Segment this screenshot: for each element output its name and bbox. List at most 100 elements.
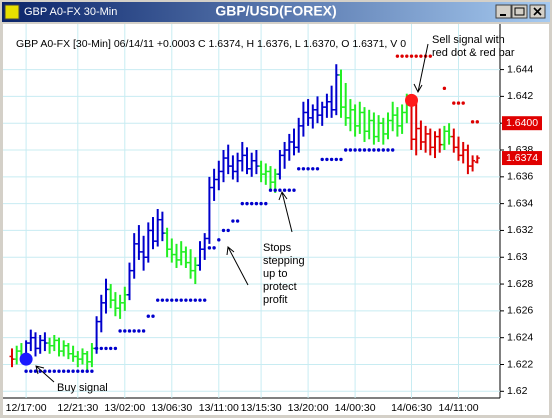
stop-dot xyxy=(405,54,409,58)
stop-dot xyxy=(141,329,146,333)
stop-dot xyxy=(165,298,169,302)
y-tick-label: 1.62 xyxy=(507,385,528,397)
stop-dot xyxy=(245,201,249,206)
stop-dot xyxy=(146,314,150,318)
stop-dot xyxy=(254,201,259,206)
stop-dot xyxy=(264,201,268,206)
y-tick-label: 1.642 xyxy=(507,90,533,102)
price-tag xyxy=(502,151,542,166)
x-tick-label: 12/21:30 xyxy=(57,402,98,414)
stop-dot xyxy=(250,201,254,206)
stop-dot xyxy=(203,298,207,302)
stop-dot xyxy=(282,188,287,192)
stop-dot xyxy=(109,346,113,351)
window-icon xyxy=(4,4,20,20)
stop-dot xyxy=(292,188,296,192)
stop-dot xyxy=(452,101,456,105)
stop-dot xyxy=(400,54,404,58)
stop-dot xyxy=(395,54,400,58)
stop-dot xyxy=(217,238,221,242)
annotation: Sell signal with xyxy=(432,34,505,46)
stops-arrow-1 xyxy=(278,190,293,233)
stop-dot xyxy=(386,148,390,152)
stop-dot xyxy=(104,346,108,351)
x-tick-label: 13/02:00 xyxy=(104,402,145,414)
y-tick-label: 1.622 xyxy=(507,358,533,370)
stop-dot xyxy=(127,329,132,333)
stop-dot xyxy=(170,298,174,302)
stop-dot xyxy=(198,298,202,302)
stop-dot xyxy=(348,148,353,152)
stop-dot xyxy=(381,148,385,152)
window-title: GBP A0-FX 30-Min xyxy=(24,6,117,18)
annotation: profit xyxy=(263,294,287,306)
stop-dot xyxy=(419,54,423,58)
grid: 1.62 1.622 1.624 1.626 1.628 1.63 1.632 1.634 1.… xyxy=(3,24,533,414)
stop-dot xyxy=(207,246,212,250)
stop-dot xyxy=(174,298,179,302)
stop-dot xyxy=(339,157,343,162)
info-line: GBP A0-FX [30-Min] 06/14/11 +0.0003 C 1.… xyxy=(16,38,406,50)
stop-dot xyxy=(268,188,273,192)
stop-dot xyxy=(362,148,367,152)
stop-dot xyxy=(344,148,348,152)
stop-dot xyxy=(193,298,197,302)
stop-dot xyxy=(184,298,188,302)
stop-dot xyxy=(62,369,66,373)
stop-dot xyxy=(156,298,160,302)
y-tick-label: 1.63 xyxy=(507,251,528,263)
stop-dot xyxy=(80,369,85,373)
annotation: Stops xyxy=(263,242,292,254)
close-icon xyxy=(533,7,542,16)
x-tick-label: 13/06:30 xyxy=(151,402,192,414)
x-tick-label: 13/11:00 xyxy=(199,402,239,414)
stop-dot xyxy=(94,346,99,351)
stop-dot xyxy=(43,369,47,373)
y-tick-label: 1.636 xyxy=(507,171,533,183)
stop-dot xyxy=(24,369,28,373)
stop-dot xyxy=(57,369,61,373)
y-tick-label: 1.628 xyxy=(507,278,533,290)
stop-dot xyxy=(315,167,320,171)
stop-dot xyxy=(137,329,141,333)
stop-dot xyxy=(151,314,155,318)
stop-dot xyxy=(160,298,165,302)
stop-dot xyxy=(132,329,136,333)
stop-dot xyxy=(470,120,475,124)
stop-dot xyxy=(118,329,122,333)
stop-dot xyxy=(29,369,33,373)
stop-dot xyxy=(367,148,371,152)
minimize-button[interactable] xyxy=(495,4,512,19)
y-tick-label: 1.644 xyxy=(507,63,533,75)
annotation: up to xyxy=(263,268,287,280)
x-tick-label: 13/15:30 xyxy=(241,402,282,414)
stop-dot xyxy=(221,228,226,233)
stop-dot xyxy=(297,167,301,171)
stop-dot xyxy=(391,148,395,152)
stop-dot xyxy=(409,54,414,58)
stop-dot xyxy=(334,157,338,162)
maximize-icon xyxy=(514,7,525,16)
stop-dot xyxy=(71,369,75,373)
annotation: stepping xyxy=(263,255,305,267)
stop-dot xyxy=(226,228,230,233)
stop-dot xyxy=(76,369,80,373)
stop-dot xyxy=(456,101,461,105)
y-tick-label: 1.634 xyxy=(507,197,533,209)
stop-dot xyxy=(414,54,418,58)
stop-dot xyxy=(376,148,381,152)
stop-dot xyxy=(47,369,52,373)
stop-dot xyxy=(475,120,479,124)
stop-dot xyxy=(33,369,38,373)
signal-dot xyxy=(405,93,418,107)
stop-dot xyxy=(461,101,465,105)
maximize-button[interactable] xyxy=(511,4,528,19)
stop-dot xyxy=(287,188,291,192)
price-tag-label: 1.6374 xyxy=(506,152,538,164)
stop-dot xyxy=(320,157,324,162)
stop-dot xyxy=(301,167,306,171)
stop-dot xyxy=(52,369,56,373)
stop-dot xyxy=(179,298,183,302)
x-tick-label: 14/06:30 xyxy=(391,402,432,414)
